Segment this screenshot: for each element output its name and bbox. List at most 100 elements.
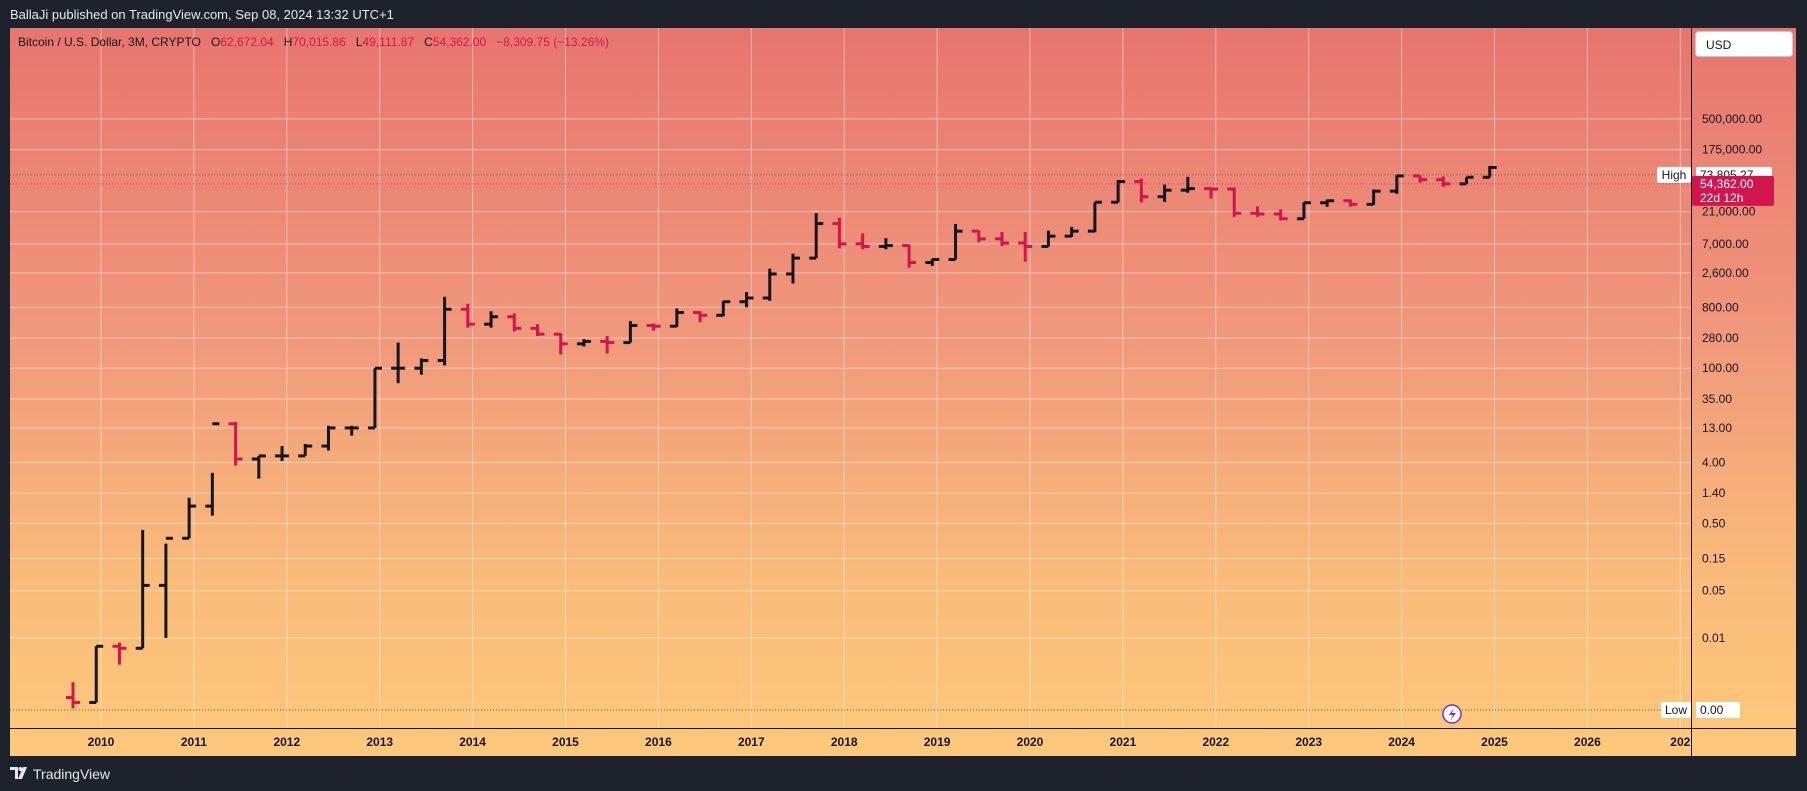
ohlc-bar (1204, 187, 1219, 199)
y-tick-label: 800.00 (1702, 300, 1739, 314)
x-tick-label: 202 (1670, 735, 1690, 749)
ohlc-bar (205, 422, 220, 516)
ohlc-bar (298, 444, 313, 458)
currency-label: USD (1706, 38, 1732, 52)
ohlc-bar (321, 425, 336, 451)
high-tag-label: High (1662, 168, 1687, 182)
ohlc-bar (1087, 200, 1102, 233)
y-tick-label: 2,600.00 (1702, 266, 1749, 280)
ohlc-bar (228, 421, 243, 466)
ohlc-bar (275, 446, 290, 462)
low-value: 0.00 (1700, 703, 1724, 717)
ohlc-bar (809, 213, 824, 260)
ohlc-bar (971, 229, 986, 243)
ohlc-bar (1413, 174, 1428, 183)
chart-area[interactable]: 2010 2011 2012 2013 2014 2015 2016 2017 2018 2019… (10, 28, 1796, 756)
bar-countdown: 22d 12h (1700, 191, 1743, 205)
ohlc-bar (391, 342, 406, 384)
ohlc-bar (1320, 199, 1335, 207)
ohlc-bar (530, 324, 545, 337)
x-tick-label: 2015 (552, 735, 579, 749)
change-value: −8,309.75 (−13.26%) (496, 35, 609, 49)
close-value: 54,362.00 (432, 35, 487, 49)
ohlc-bar (693, 311, 708, 323)
y-tick-label: 0.50 (1702, 516, 1726, 530)
ohlc-bar (1250, 206, 1265, 217)
price-chart[interactable]: 2010 2011 2012 2013 2014 2015 2016 2017 2018 2019… (10, 28, 1796, 756)
x-tick-label: 2023 (1295, 735, 1322, 749)
ohlc-bar (995, 231, 1009, 247)
tradingview-logo-icon (10, 767, 27, 779)
ohlc-bar (1436, 176, 1451, 187)
low-value: 49,111.87 (362, 35, 415, 49)
open-label: O (210, 35, 221, 49)
ohlc-bar (878, 238, 893, 250)
ohlc-bar (785, 253, 800, 284)
ohlc-bar (600, 336, 615, 354)
ohlc-bar (251, 454, 266, 479)
ohlc-bar (1041, 230, 1056, 248)
symbol-name: Bitcoin / U.S. Dollar, 3M, CRYPTO (18, 35, 201, 49)
ohlc-bar (89, 644, 104, 704)
y-tick-label: 21,000.00 (1702, 205, 1756, 219)
ohlc-bar (1134, 178, 1149, 203)
low-tag-label: Low (1665, 703, 1687, 717)
x-tick-label: 2016 (645, 735, 672, 749)
x-tick-label: 2024 (1388, 735, 1415, 749)
ohlc-bar (182, 497, 197, 540)
last-price-box (1692, 175, 1774, 206)
ohlc-bar (460, 303, 475, 328)
x-tick-label: 2018 (831, 735, 858, 749)
x-tick-label: 2013 (366, 735, 393, 749)
open-value: 62,672.04 (220, 35, 274, 49)
ohlc-bar (1389, 174, 1404, 194)
y-tick-label: 500,000.00 (1702, 112, 1762, 126)
symbol-legend: Bitcoin / U.S. Dollar, 3M, CRYPTO O62,67… (18, 35, 609, 49)
ohlc-bar (646, 323, 661, 331)
x-tick-label: 2017 (738, 735, 765, 749)
x-tick-label: 2014 (459, 735, 486, 749)
ohlc-bar (344, 425, 359, 436)
x-tick-label: 2021 (1110, 735, 1137, 749)
ohlc-bar (1296, 201, 1311, 221)
ohlc-bar (762, 268, 777, 301)
y-tick-label: 35.00 (1702, 392, 1732, 406)
ohlc-bar (66, 682, 80, 709)
publisher-bar: BallaJi published on TradingView.com, Se… (0, 0, 1807, 28)
ohlc-bar (1227, 187, 1242, 217)
x-tick-label: 2012 (273, 735, 300, 749)
ohlc-bar (669, 308, 684, 328)
low-value-box (1696, 702, 1740, 718)
x-tick-label: 2010 (88, 735, 115, 749)
x-tick-label: 2011 (181, 735, 207, 749)
ohlc-bar (1366, 189, 1381, 206)
y-tick-label: 4.00 (1702, 455, 1726, 469)
ohlc-bar (1018, 231, 1033, 262)
ohlc-bar (135, 529, 150, 650)
low-tag-box (1661, 702, 1691, 718)
y-tick-label: 0.15 (1702, 552, 1726, 566)
x-tick-label: 2020 (1017, 735, 1044, 749)
ohlc-bar (1157, 184, 1172, 202)
ohlc-bar (414, 358, 429, 375)
ohlc-bar (948, 223, 963, 261)
lightning-glyph-icon (1449, 708, 1456, 721)
ohlc-bar (1343, 199, 1358, 207)
ohlc-bar (437, 296, 452, 366)
ohlc-bar (925, 257, 940, 266)
x-tick-label: 2022 (1202, 735, 1229, 749)
ohlc-bar (1273, 209, 1288, 221)
ohlc-bar (507, 313, 522, 332)
y-tick-label: 100.00 (1702, 361, 1739, 375)
ohlc-bar (553, 332, 568, 355)
y-tick-label: 0.05 (1702, 584, 1726, 598)
currency-button[interactable]: USD (1695, 31, 1793, 57)
ohlc-bar (716, 300, 731, 317)
x-tick-label: 2019 (924, 735, 951, 749)
y-tick-label: 0.01 (1702, 631, 1726, 645)
x-tick-label: 2025 (1481, 735, 1508, 749)
ohlc-bar (484, 311, 499, 328)
ohlc-bar (576, 339, 591, 347)
ohlc-bar (1111, 180, 1126, 204)
ohlc-bar (1180, 176, 1195, 193)
